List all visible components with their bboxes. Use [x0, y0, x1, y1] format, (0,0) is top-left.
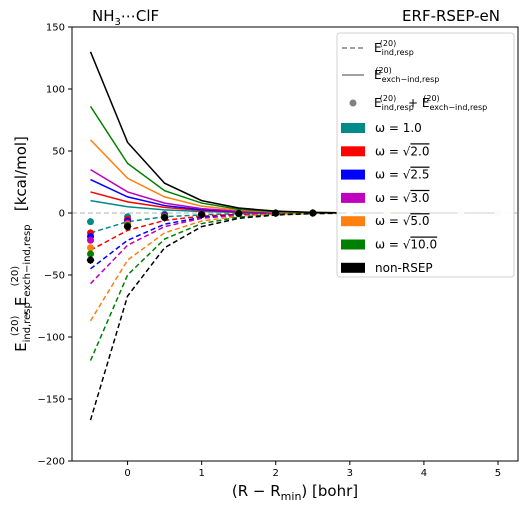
y-tick-label: −150: [38, 395, 65, 406]
series-ind-line-5: [89, 212, 498, 361]
legend-swatch-0: [341, 123, 365, 133]
sum-marker: [87, 218, 95, 226]
legend-label-series-3: ω = √3.0: [375, 191, 429, 205]
y-tick-label: −100: [38, 333, 65, 344]
sum-marker: [87, 250, 95, 258]
legend-swatch-5: [341, 239, 365, 250]
sum-marker-diamond: [123, 222, 132, 231]
sum-marker-diamond: [86, 256, 95, 265]
legend-label-ind: Eind,resp(20): [374, 39, 414, 57]
title-left: NH3⋯ClF: [92, 7, 159, 28]
x-tick-label: 3: [347, 468, 353, 479]
x-tick-label: 2: [273, 468, 279, 479]
legend-label-series-4: ω = √5.0: [375, 214, 429, 228]
legend-swatch-3: [341, 192, 365, 203]
legend-swatch-2: [341, 169, 365, 180]
title-right: ERF-RSEP-eN: [402, 7, 500, 25]
legend-label-series-6: non-RSEP: [375, 261, 433, 275]
legend-swatch-4: [341, 216, 365, 227]
x-tick-label: 1: [198, 468, 204, 479]
legend-label-series-2: ω = √2.5: [375, 168, 429, 182]
sum-marker-diamond: [271, 209, 280, 218]
legend-box: [336, 32, 515, 278]
legend-label-sum: Eind,resp(20) + Eexch−ind,resp(20): [374, 94, 487, 112]
y-tick-label: 0: [59, 209, 65, 220]
legend-label-series-5: ω = √10.0: [375, 238, 437, 252]
x-axis-label: (R − Rmin) [bohr]: [232, 482, 358, 503]
series-ind-line-6: [89, 212, 498, 421]
x-tick-label: 4: [421, 468, 427, 479]
y-tick-label: −200: [38, 457, 65, 468]
plot-frame: [71, 26, 519, 462]
sum-marker: [87, 236, 95, 244]
legend-marker-sample: [349, 99, 357, 107]
legend-label-series-1: ω = √2.0: [375, 144, 429, 158]
x-tick-label: 5: [495, 468, 501, 479]
sum-marker-diamond: [160, 213, 169, 222]
sum-marker-diamond: [308, 209, 317, 217]
legend-label-series-0: ω = 1.0: [375, 121, 422, 135]
y-axis-label: Eind,resp(20), Eexch−ind,resp(20) [kcal/…: [10, 136, 33, 352]
x-tick-label: 0: [124, 468, 130, 479]
legend-swatch-6: [341, 262, 365, 273]
legend-swatch-1: [341, 146, 365, 157]
y-tick-label: −50: [44, 271, 65, 282]
y-tick-label: 100: [46, 85, 65, 96]
sum-marker: [87, 244, 95, 252]
sum-marker-diamond: [197, 210, 206, 219]
y-tick-label: 50: [52, 147, 65, 158]
legend-label-exch: Eexch−ind,resp(20): [374, 66, 439, 84]
sum-marker-diamond: [234, 209, 243, 218]
y-tick-label: 150: [46, 23, 65, 34]
